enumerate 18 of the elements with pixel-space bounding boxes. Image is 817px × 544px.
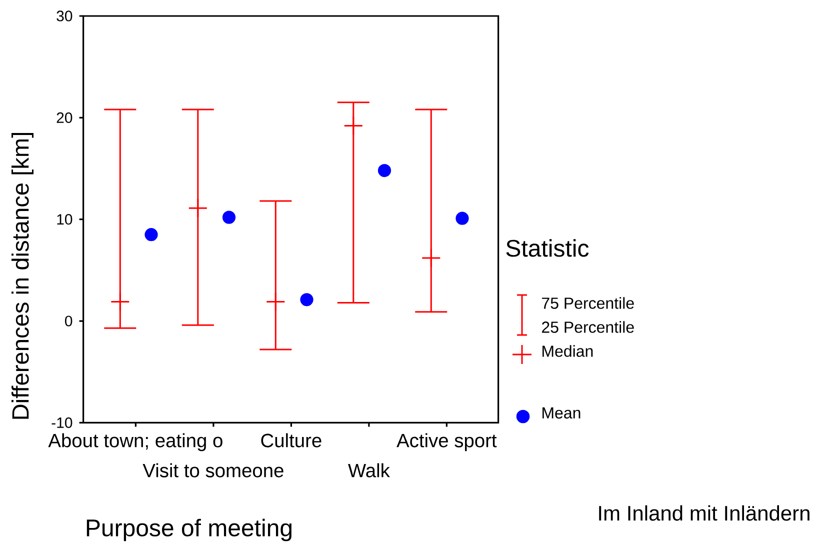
text: 75 Percentile (542, 297, 634, 309)
y-tick-label: 10 (57, 214, 72, 225)
x-tick-label: Visit to someone (142, 463, 284, 478)
y-axis-title: Differences in distance [km] (11, 133, 34, 419)
x-axis-title: Purpose of meeting (86, 518, 292, 542)
x-tick-label: Culture (261, 433, 322, 448)
legend-label: Median (542, 345, 593, 357)
y-tick-label: 30 (56, 10, 72, 22)
legend-title: Statistic (506, 239, 589, 257)
x-tick-label: Active sport (396, 433, 497, 452)
y-tick-label: -10 (52, 417, 72, 428)
x-tick-label: About town; eating o (48, 433, 222, 452)
text: Im Inland mit Inländern (599, 505, 810, 521)
y-tick-label: 0 (65, 316, 72, 326)
x-tick-label: Walk (348, 463, 390, 478)
legend-label: Mean (542, 407, 580, 419)
text: 25 Percentile (542, 321, 634, 333)
y-tick-label: 20 (56, 112, 72, 123)
